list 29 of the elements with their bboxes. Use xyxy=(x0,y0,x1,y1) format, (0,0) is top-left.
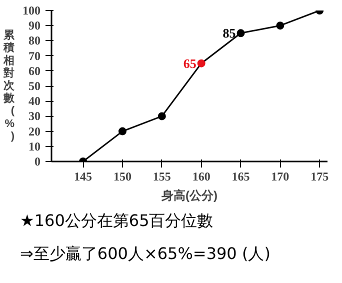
x-tick-label: 150 xyxy=(113,170,132,184)
x-tick-label: 170 xyxy=(271,170,290,184)
x-tick-label: 165 xyxy=(232,170,250,184)
x-tick-label: 155 xyxy=(152,170,171,184)
x-tick-label: 160 xyxy=(192,170,210,184)
x-axis-title: 身高(公分) xyxy=(160,188,218,202)
x-tick-label: 145 xyxy=(74,170,92,184)
y-tick-label: 50 xyxy=(28,79,40,93)
text: ★160公分在第65百分位數 xyxy=(20,210,214,232)
x-tick-label: 175 xyxy=(310,170,329,184)
point xyxy=(197,59,206,68)
point xyxy=(158,112,166,120)
y-tick-label: 40 xyxy=(28,94,40,108)
y-tick-label: 100 xyxy=(22,4,40,18)
data-label: 85 xyxy=(222,26,236,41)
y-tick-label: 70 xyxy=(28,48,40,63)
y-tick-label: 10 xyxy=(28,139,40,154)
data-label: 65 xyxy=(183,56,197,71)
y-tick-label: 30 xyxy=(28,109,40,124)
y-tick-label: 90 xyxy=(28,18,40,33)
point xyxy=(276,22,284,30)
point xyxy=(236,29,245,38)
text: ⇒至少贏了600人×65%=390 (人) xyxy=(20,242,270,265)
y-tick-label: 20 xyxy=(28,124,40,138)
y-tick-label: 60 xyxy=(28,64,40,78)
text: 累積相對次數(%) xyxy=(4,30,15,142)
y-tick-label: 80 xyxy=(28,34,40,48)
point xyxy=(118,127,126,136)
y-tick-label: 0 xyxy=(34,154,40,168)
